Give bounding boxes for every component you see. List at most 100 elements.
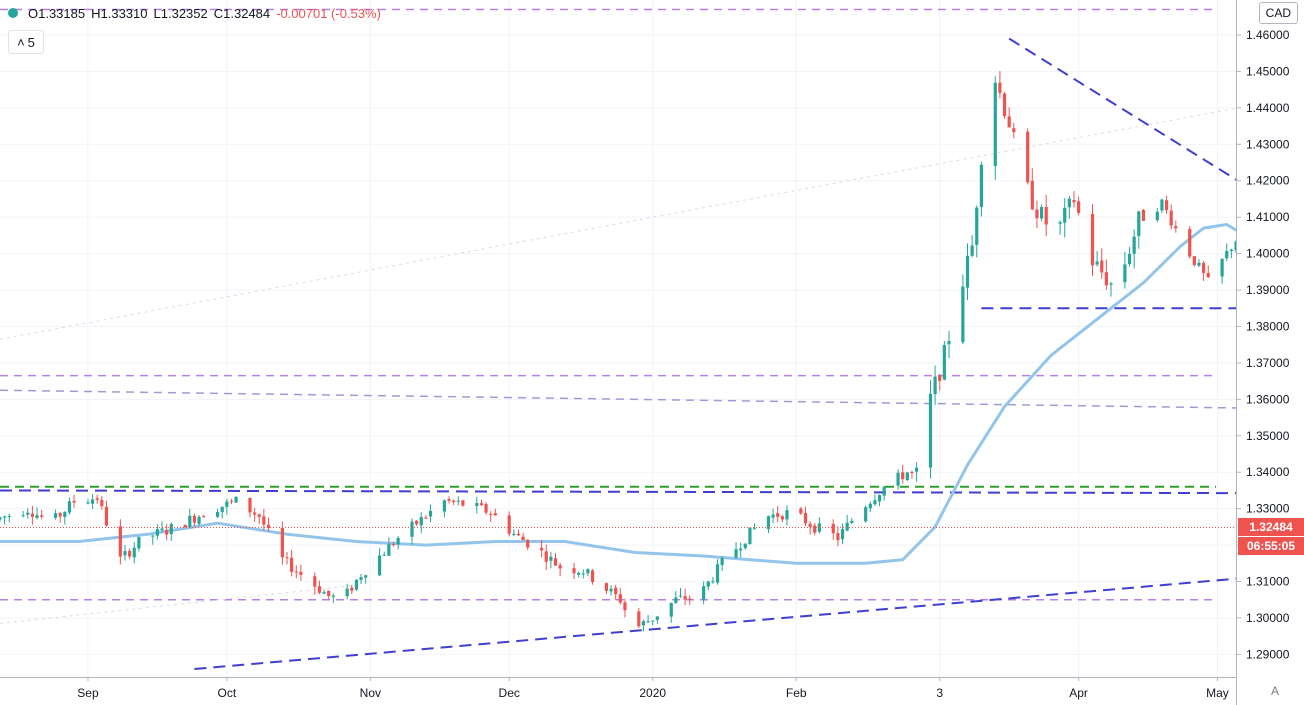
candle [419,512,423,534]
candle [35,507,39,520]
candle [253,508,257,522]
candle [544,544,548,570]
candle-body [914,467,919,472]
candle-body [1100,260,1104,273]
candle-body [614,587,618,595]
candle-body [220,506,224,513]
candle [803,506,808,527]
candle [1044,194,1048,237]
candle [215,508,220,518]
candle-body [877,495,882,502]
trendline [0,389,1304,410]
horizontal-levels [0,8,1216,601]
candle [1127,247,1132,267]
candle [901,464,905,484]
candle-body [752,528,757,530]
candle [526,539,530,551]
trendline [1008,37,1304,223]
candle-body [803,513,808,524]
candle-body [294,571,298,573]
candle-body [590,570,595,583]
candle-body [1044,207,1048,225]
candle-body [396,537,400,545]
candle [21,511,25,518]
candle [711,576,715,584]
candle [266,517,271,532]
candle-body [229,500,234,502]
candle-body [1137,211,1141,236]
candle-body [489,513,493,515]
interval-toggle[interactable]: ˄ 5 [8,30,44,54]
candle [998,71,1002,99]
candle-body [350,587,354,591]
candle [387,537,391,557]
candle-body [572,568,576,574]
candle-body [651,620,655,622]
candle [257,513,261,525]
candle-body [1063,207,1067,223]
candle-body [706,581,710,587]
currency-badge[interactable]: CAD [1258,2,1298,24]
candle [868,501,872,513]
candle-body [688,598,692,600]
candle [914,462,919,482]
candle [1123,251,1127,289]
candle [882,486,886,501]
candle-body [1104,272,1108,286]
candle [327,590,331,600]
candle [447,496,451,504]
candle-body [739,548,743,551]
candle [169,522,173,541]
candle-body [1174,226,1178,229]
last-price-label: 1.32484 [1238,518,1304,537]
candle [739,542,743,558]
candle [1188,226,1192,259]
candle-body [873,500,877,505]
candle-body [734,549,738,558]
candle [516,529,521,536]
candle-body [910,472,914,474]
candle [67,497,72,515]
candle-body [1072,200,1076,203]
candle-body [202,516,206,518]
candle-body [67,501,72,513]
ohlc-legend: O1.33185 H1.33310 L1.32352 C1.32484 -0.0… [8,3,381,23]
candle-body [646,621,650,623]
candle [1067,195,1071,219]
candle-body [58,513,62,517]
candle [1160,198,1164,214]
candle-body [1141,209,1146,221]
candle [123,544,127,561]
time-tick-label: 3 [936,686,943,700]
candle [489,511,493,523]
candle-body [780,516,784,520]
candle-body [479,503,484,506]
candle-body [452,500,456,503]
time-tick-label: Apr [1069,686,1088,700]
candle [192,513,197,527]
auto-scale-button[interactable]: A [1270,684,1279,698]
candle [586,568,590,577]
candle-body [327,590,331,596]
candle-body [678,595,683,597]
trendlines [0,37,1304,670]
candle-body [86,502,90,504]
candle [553,553,558,567]
time-tick-label: Feb [786,686,807,700]
candle [479,499,484,506]
candle [706,580,710,591]
candle [90,493,95,510]
candle-body [484,504,488,513]
candle-body [799,508,803,514]
candle [1058,220,1062,235]
candle [299,564,303,581]
candle [678,587,683,598]
price-tick-label: 1.34000 [1246,465,1290,479]
candle [780,515,784,523]
candle [748,527,752,545]
candle-body [1206,272,1210,278]
candle [442,499,447,518]
candle-body [637,611,641,627]
candle [655,616,659,624]
